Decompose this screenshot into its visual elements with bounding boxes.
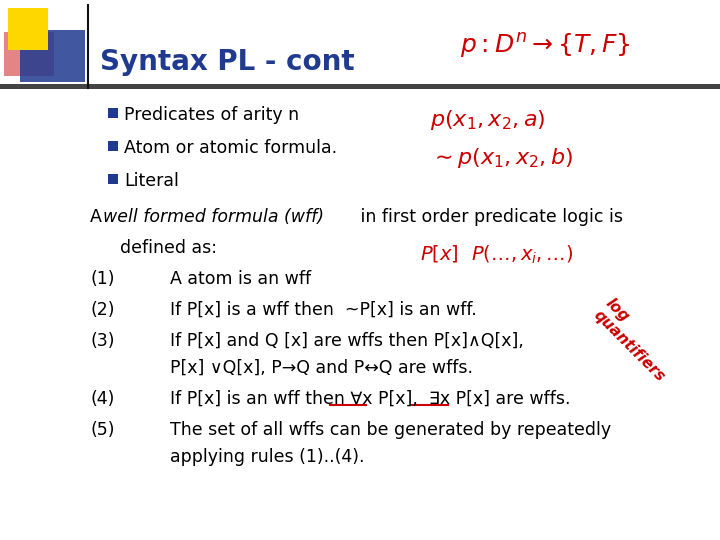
Text: If P[x] is an wff then ∀x P[x],  ∃x P[x] are wffs.: If P[x] is an wff then ∀x P[x], ∃x P[x] … <box>170 390 570 408</box>
Bar <box>108 108 118 118</box>
Text: $\mathit{p{:}D^n{\rightarrow}\{T,F\}}$: $\mathit{p{:}D^n{\rightarrow}\{T,F\}}$ <box>460 30 631 59</box>
Text: log
quantifiers: log quantifiers <box>590 295 680 385</box>
Text: $\mathit{\sim p(x_1, x_2, b)}$: $\mathit{\sim p(x_1, x_2, b)}$ <box>430 146 573 170</box>
Text: (5): (5) <box>90 421 114 439</box>
Text: If P[x] is a wff then  ~P[x] is an wff.: If P[x] is a wff then ~P[x] is an wff. <box>170 301 477 319</box>
Text: (3): (3) <box>90 332 114 350</box>
Text: A: A <box>90 208 107 226</box>
Text: Atom or atomic formula.: Atom or atomic formula. <box>124 139 337 157</box>
Text: (4): (4) <box>90 390 114 408</box>
Text: Predicates of arity n: Predicates of arity n <box>124 106 299 124</box>
Text: P[x] ∨Q[x], P→Q and P↔Q are wffs.: P[x] ∨Q[x], P→Q and P↔Q are wffs. <box>170 359 473 377</box>
Text: A atom is an wff: A atom is an wff <box>170 270 311 288</box>
Bar <box>0 84 720 89</box>
Text: defined as:: defined as: <box>120 239 217 257</box>
Text: Syntax PL - cont: Syntax PL - cont <box>100 48 355 76</box>
Text: well formed formula (wff): well formed formula (wff) <box>103 208 324 226</box>
Text: (1): (1) <box>90 270 114 288</box>
Text: (2): (2) <box>90 301 114 319</box>
Text: The set of all wffs can be generated by repeatedly: The set of all wffs can be generated by … <box>170 421 611 439</box>
Bar <box>108 174 118 184</box>
Bar <box>8 8 48 50</box>
Bar <box>20 30 85 82</box>
Text: applying rules (1)..(4).: applying rules (1)..(4). <box>170 448 364 466</box>
Bar <box>108 141 118 151</box>
Text: Literal: Literal <box>124 172 179 190</box>
Text: If P[x] and Q [x] are wffs then P[x]∧Q[x],: If P[x] and Q [x] are wffs then P[x]∧Q[x… <box>170 332 524 350</box>
Text: $\mathit{p(x_1, x_2, a)}$: $\mathit{p(x_1, x_2, a)}$ <box>430 108 546 132</box>
Text: $\mathit{P[x]\ \ P(\ldots,x_i,\ldots)}$: $\mathit{P[x]\ \ P(\ldots,x_i,\ldots)}$ <box>420 244 573 266</box>
Bar <box>4 32 54 76</box>
Text: in first order predicate logic is: in first order predicate logic is <box>355 208 623 226</box>
